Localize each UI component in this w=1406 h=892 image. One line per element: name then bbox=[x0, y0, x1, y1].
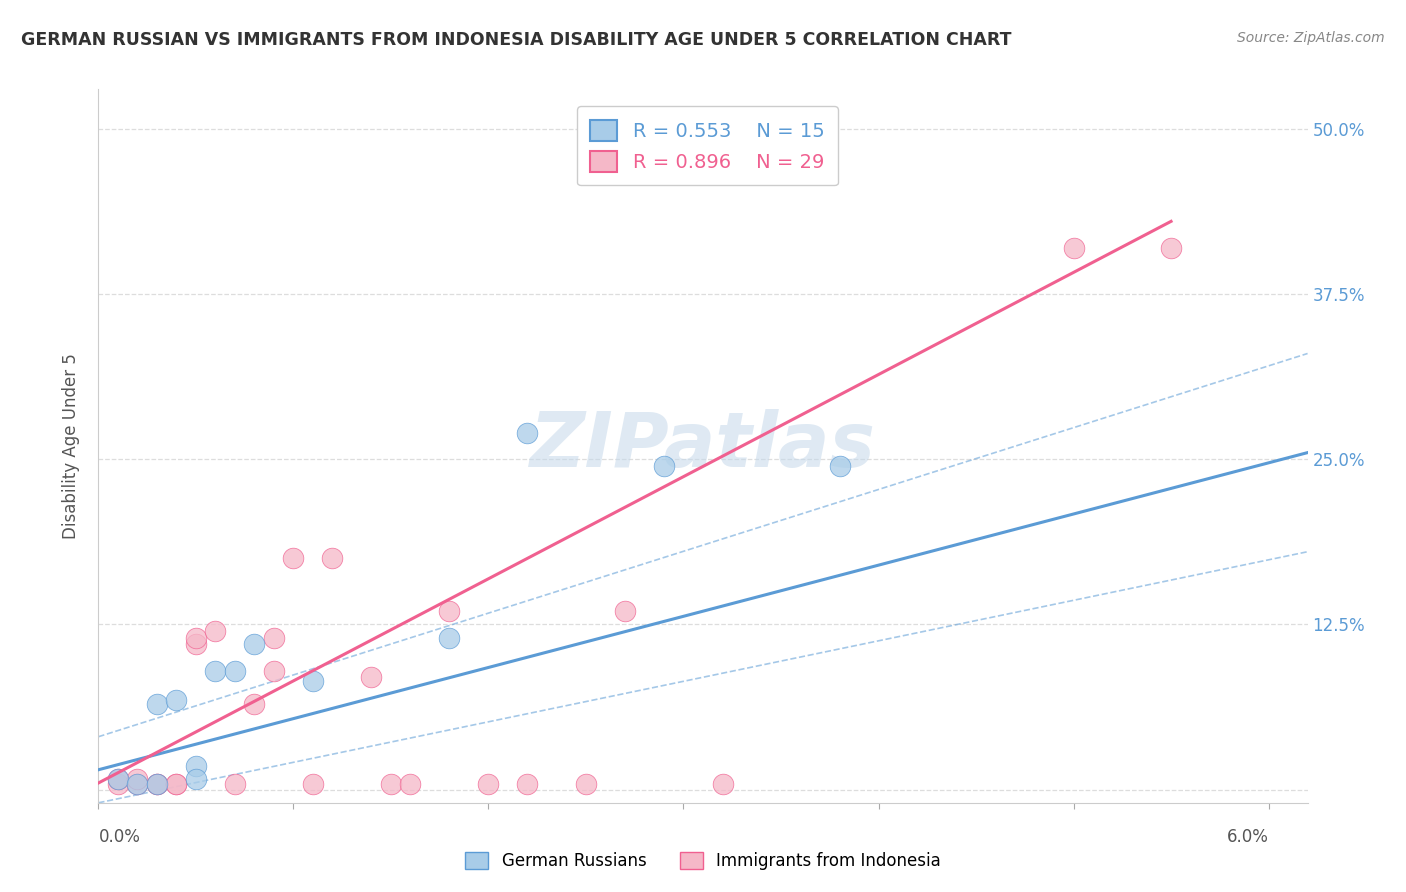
Point bbox=[165, 777, 187, 791]
Point bbox=[302, 674, 325, 689]
Point bbox=[1160, 241, 1182, 255]
Point bbox=[184, 759, 207, 773]
Point bbox=[165, 777, 187, 791]
Y-axis label: Disability Age Under 5: Disability Age Under 5 bbox=[62, 353, 80, 539]
Text: GERMAN RUSSIAN VS IMMIGRANTS FROM INDONESIA DISABILITY AGE UNDER 5 CORRELATION C: GERMAN RUSSIAN VS IMMIGRANTS FROM INDONE… bbox=[21, 31, 1011, 49]
Point bbox=[399, 777, 422, 791]
Point bbox=[711, 777, 734, 791]
Point bbox=[516, 425, 538, 440]
Point bbox=[283, 551, 305, 566]
Point bbox=[107, 772, 129, 786]
Point bbox=[127, 777, 149, 791]
Point bbox=[302, 777, 325, 791]
Point bbox=[184, 772, 207, 786]
Point bbox=[127, 772, 149, 786]
Legend: German Russians, Immigrants from Indonesia: German Russians, Immigrants from Indones… bbox=[458, 845, 948, 877]
Point bbox=[146, 777, 169, 791]
Point bbox=[146, 777, 169, 791]
Point bbox=[204, 664, 226, 678]
Point bbox=[652, 458, 675, 473]
Point bbox=[614, 604, 637, 618]
Point bbox=[263, 631, 285, 645]
Point bbox=[575, 777, 598, 791]
Point bbox=[165, 692, 187, 706]
Point bbox=[477, 777, 499, 791]
Text: 6.0%: 6.0% bbox=[1226, 828, 1268, 846]
Point bbox=[439, 631, 461, 645]
Point bbox=[263, 664, 285, 678]
Legend: R = 0.553    N = 15, R = 0.896    N = 29: R = 0.553 N = 15, R = 0.896 N = 29 bbox=[576, 106, 838, 186]
Point bbox=[146, 697, 169, 711]
Point bbox=[439, 604, 461, 618]
Point bbox=[321, 551, 343, 566]
Point bbox=[1063, 241, 1085, 255]
Point bbox=[146, 777, 169, 791]
Point bbox=[204, 624, 226, 638]
Point bbox=[107, 772, 129, 786]
Point bbox=[184, 637, 207, 651]
Point bbox=[380, 777, 402, 791]
Point bbox=[828, 458, 851, 473]
Point bbox=[243, 697, 266, 711]
Point bbox=[243, 637, 266, 651]
Text: ZIPatlas: ZIPatlas bbox=[530, 409, 876, 483]
Point bbox=[516, 777, 538, 791]
Point bbox=[224, 777, 246, 791]
Point bbox=[360, 670, 382, 684]
Point bbox=[184, 631, 207, 645]
Text: 0.0%: 0.0% bbox=[98, 828, 141, 846]
Point bbox=[224, 664, 246, 678]
Point bbox=[107, 777, 129, 791]
Point bbox=[127, 777, 149, 791]
Text: Source: ZipAtlas.com: Source: ZipAtlas.com bbox=[1237, 31, 1385, 45]
